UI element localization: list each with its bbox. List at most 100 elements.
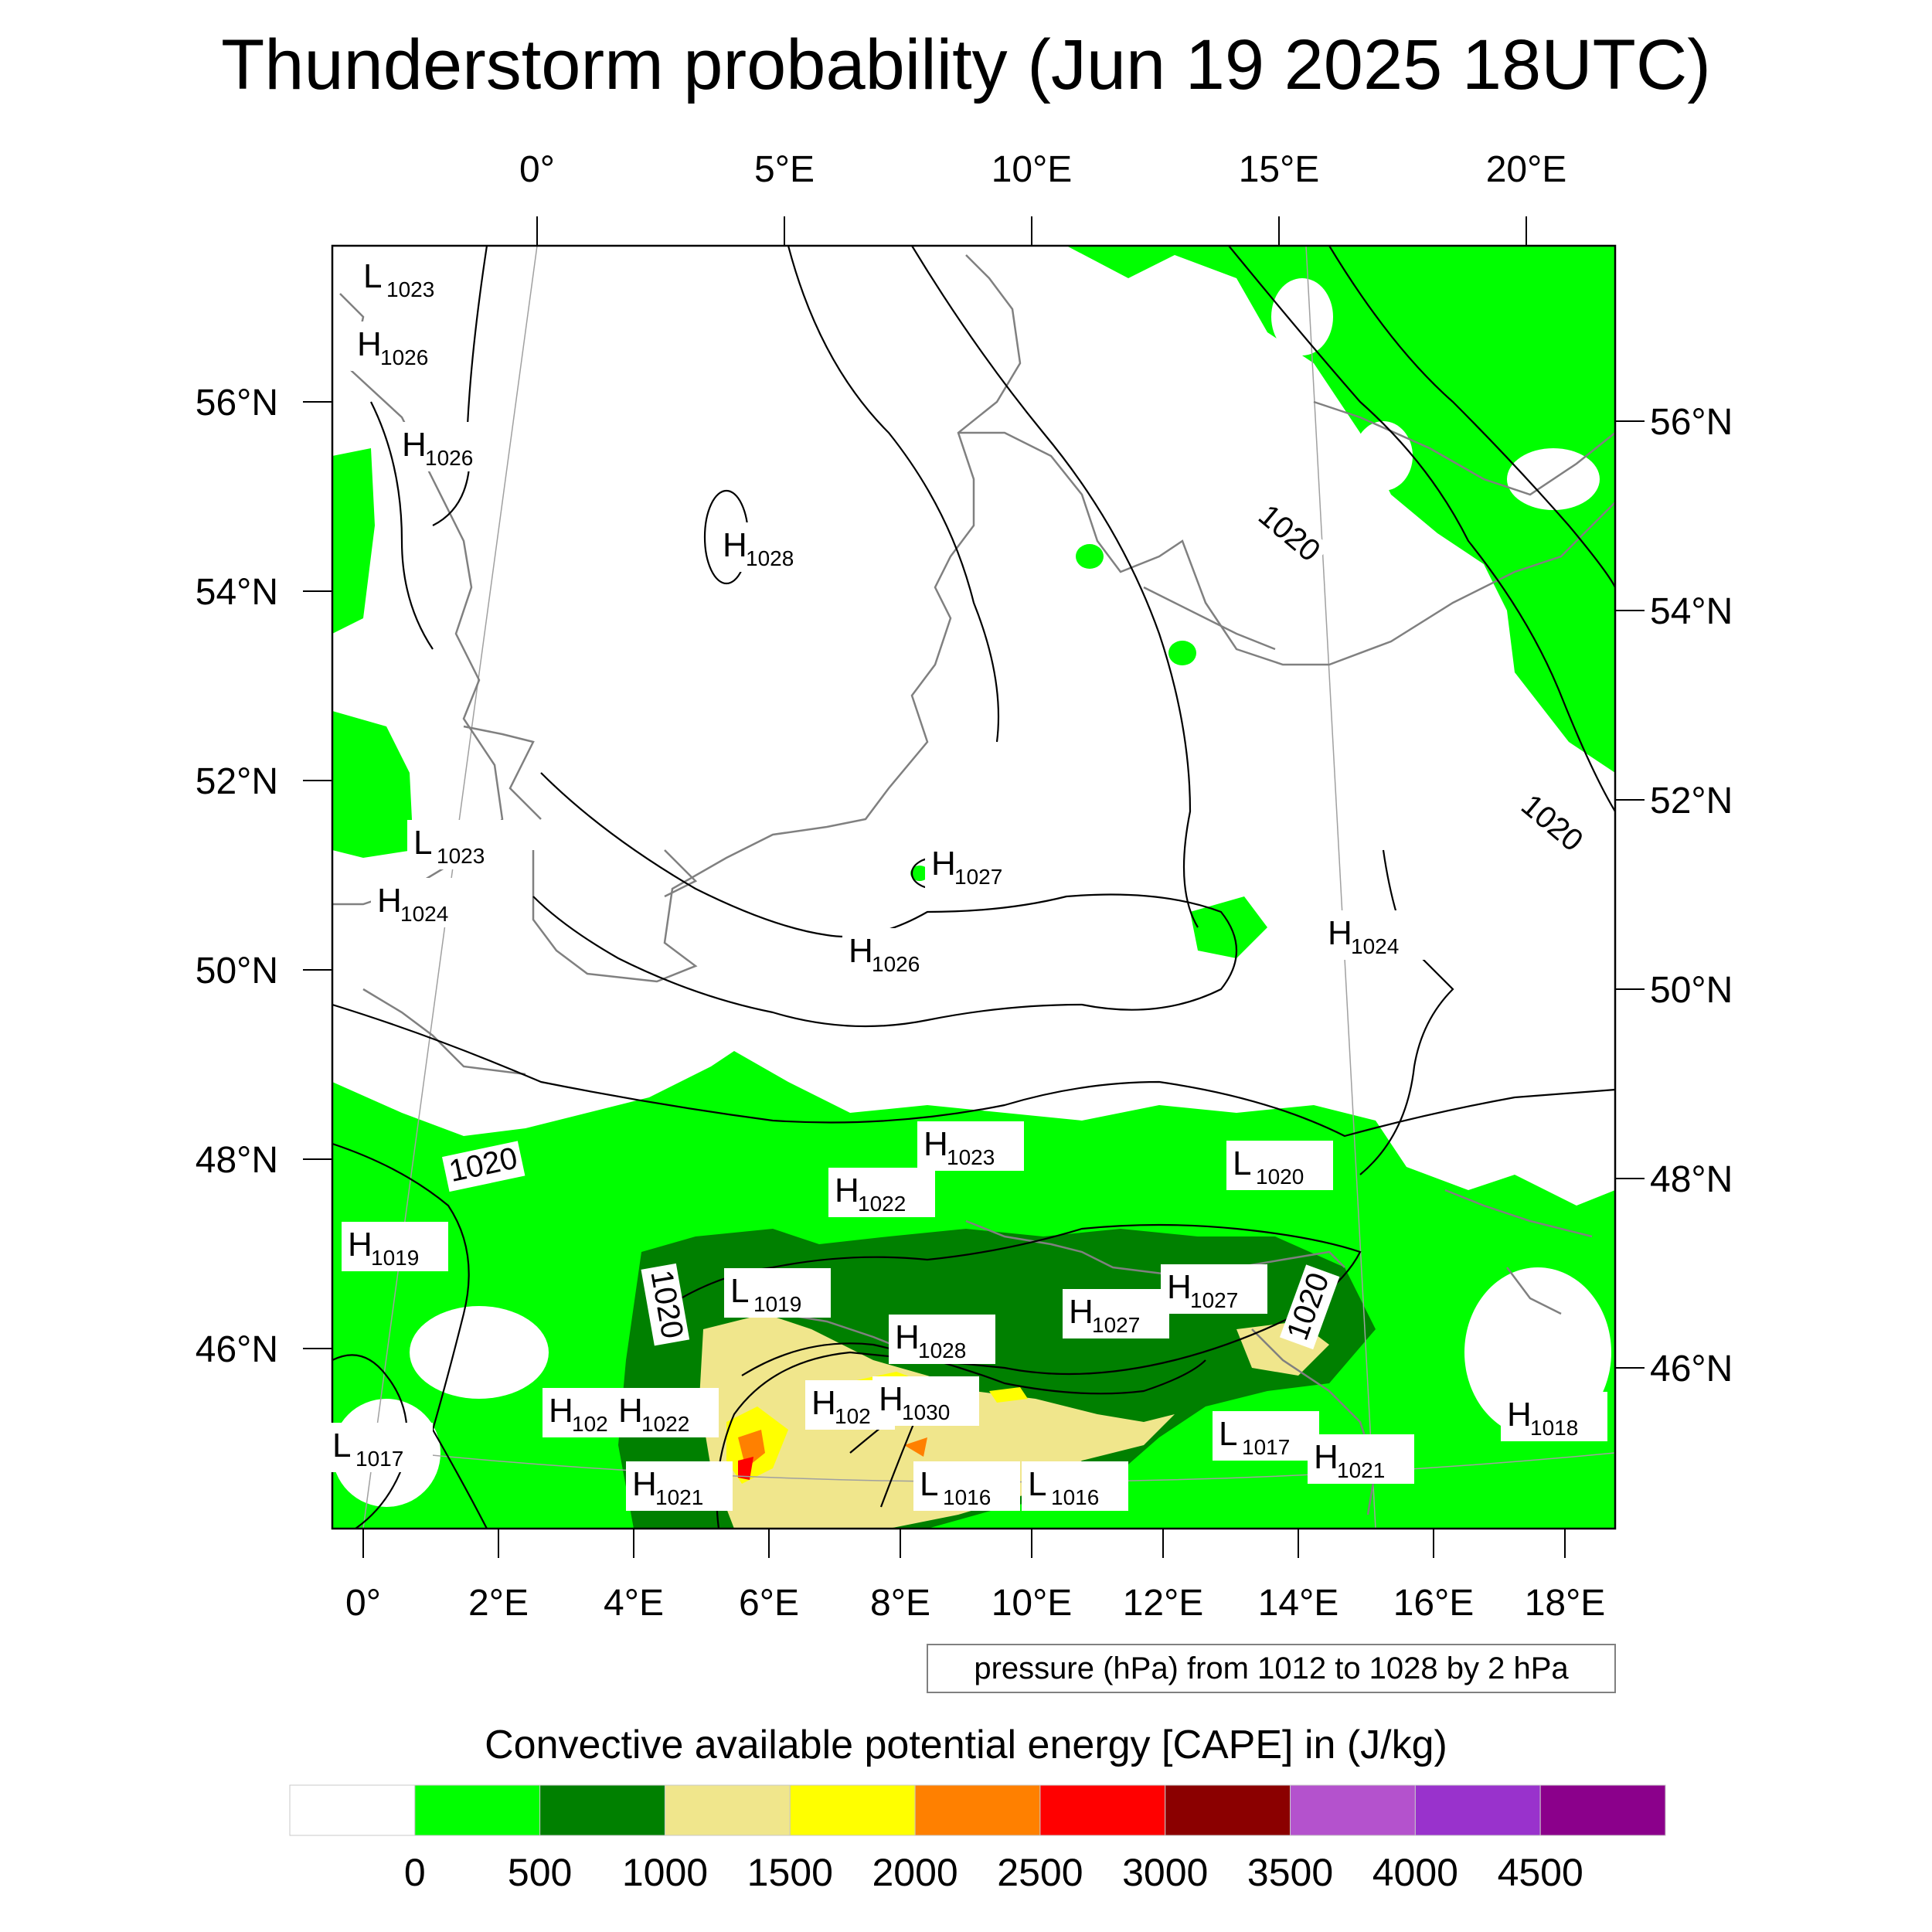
pressure-label-bg bbox=[828, 1168, 935, 1217]
isobar-1020-main bbox=[332, 1003, 1615, 1138]
low-pressure-label: L 1017 bbox=[1213, 1411, 1319, 1461]
low-letter: L bbox=[1219, 1415, 1237, 1453]
pressure-label-bg bbox=[1501, 1392, 1607, 1441]
low-pressure-label: L 1019 bbox=[724, 1268, 831, 1318]
isobar-sw bbox=[332, 1354, 408, 1529]
pressure-value: 102 bbox=[572, 1412, 608, 1436]
pressure-label-bg bbox=[326, 1423, 433, 1472]
colorbar-tick-label: 2500 bbox=[997, 1851, 1083, 1894]
pressure-value: 1023 bbox=[437, 844, 485, 868]
colorbar-swatch bbox=[1165, 1784, 1291, 1836]
low-pressure-label: L 1023 bbox=[357, 253, 464, 303]
right-lat-label: 56°N bbox=[1650, 402, 1733, 443]
isobar-central bbox=[532, 772, 1237, 1028]
cape-yellow bbox=[726, 1372, 1028, 1484]
cape-hole-2 bbox=[1354, 421, 1413, 491]
isobar-west-south bbox=[332, 1142, 488, 1529]
pressure-label-bg bbox=[351, 321, 457, 371]
pressure-label-bg bbox=[1226, 1141, 1333, 1190]
low-letter: L bbox=[413, 824, 432, 862]
isobar-alps-2 bbox=[741, 1342, 1206, 1395]
left-lat-label: 56°N bbox=[196, 383, 278, 423]
left-lat-label: 54°N bbox=[196, 572, 278, 613]
pressure-label-bg bbox=[1213, 1411, 1319, 1461]
high-letter: H bbox=[1069, 1293, 1094, 1331]
pressure-value: 1019 bbox=[753, 1292, 801, 1316]
high-letter: H bbox=[811, 1384, 836, 1422]
pressure-value: 1023 bbox=[386, 277, 434, 301]
cape-hole-6 bbox=[410, 1306, 549, 1399]
pressure-note: pressure (hPa) from 1012 to 1028 by 2 hP… bbox=[974, 1651, 1569, 1685]
colorbar-tick-label: 3000 bbox=[1122, 1851, 1208, 1894]
pressure-label-bg bbox=[342, 1222, 448, 1271]
colorbar-tick-label: 0 bbox=[404, 1851, 426, 1894]
right-lat-label: 48°N bbox=[1650, 1159, 1733, 1200]
cape-area-west-north bbox=[332, 448, 375, 634]
colorbar-tick-label: 2000 bbox=[872, 1851, 957, 1894]
high-letter: H bbox=[1507, 1396, 1532, 1434]
pressure-value: 1030 bbox=[902, 1400, 950, 1424]
high-letter: H bbox=[1314, 1438, 1338, 1476]
pressure-label-bg bbox=[889, 1315, 995, 1364]
low-letter: L bbox=[363, 257, 382, 295]
cape-orange bbox=[738, 1430, 927, 1468]
isobar-northwest bbox=[370, 401, 434, 650]
pressure-value: 1017 bbox=[1242, 1435, 1290, 1459]
colorbar-swatch bbox=[1290, 1784, 1416, 1836]
pressure-value: 1026 bbox=[425, 446, 473, 470]
high-letter: H bbox=[723, 526, 747, 564]
right-lat-label: 52°N bbox=[1650, 781, 1733, 821]
isobar-1020-north bbox=[787, 246, 1000, 743]
pressure-label-bg bbox=[1308, 1434, 1414, 1484]
pressure-value: 1026 bbox=[380, 345, 428, 369]
cape-hole-4 bbox=[1113, 363, 1159, 456]
low-letter: L bbox=[332, 1427, 351, 1464]
left-latitude-labels: 56°N 54°N 52°N 50°N 48°N 46°N bbox=[196, 383, 278, 1370]
pressure-label-bg bbox=[925, 841, 1032, 890]
cape-blob-1 bbox=[1076, 544, 1104, 569]
pressure-value: 1022 bbox=[641, 1412, 689, 1436]
pressure-label-bg bbox=[371, 878, 478, 927]
high-letter: H bbox=[895, 1318, 920, 1356]
colorbar-swatch bbox=[914, 1784, 1041, 1836]
bottom-lon-label: 16°E bbox=[1393, 1583, 1475, 1624]
cape-area-central-east bbox=[1190, 896, 1267, 958]
bottom-lon-label: 2°E bbox=[468, 1583, 529, 1624]
pressure-value: 1023 bbox=[947, 1145, 995, 1169]
low-letter: L bbox=[730, 1272, 749, 1310]
cape-area-west-mid bbox=[332, 711, 413, 858]
colorbar-swatch bbox=[1539, 1784, 1666, 1836]
pressure-value: 1016 bbox=[1051, 1485, 1099, 1509]
top-lon-label: 0° bbox=[519, 149, 555, 190]
colorbar-title: Convective available potential energy [C… bbox=[485, 1723, 1447, 1767]
cape-blob-3 bbox=[910, 866, 929, 881]
high-letter: H bbox=[835, 1172, 859, 1209]
pressure-value: 1027 bbox=[1092, 1313, 1140, 1337]
high-letter: H bbox=[1167, 1268, 1192, 1306]
pressure-value: 1021 bbox=[655, 1485, 703, 1509]
top-longitude-labels: 0° 5°E 10°E 15°E 20°E bbox=[519, 149, 1566, 190]
isobar-east-2 bbox=[1328, 246, 1615, 588]
figure-title: Thunderstorm probability (Jun 19 2025 18… bbox=[221, 26, 1711, 104]
high-letter: H bbox=[849, 932, 873, 970]
pressure-label-bg bbox=[1321, 910, 1428, 960]
colorbar-swatch bbox=[664, 1784, 791, 1836]
pressure-label-bg bbox=[917, 1121, 1024, 1171]
bottom-lon-label: 6°E bbox=[739, 1583, 799, 1624]
pressure-label-bg bbox=[913, 1461, 1020, 1511]
pressure-value: 1020 bbox=[1256, 1165, 1304, 1189]
isobar-1020-east bbox=[1228, 246, 1615, 812]
left-lat-label: 48°N bbox=[196, 1140, 278, 1181]
low-pressure-label: L 1016 bbox=[913, 1461, 1020, 1511]
pressure-value: 1016 bbox=[943, 1485, 991, 1509]
high-letter: H bbox=[1328, 914, 1352, 952]
